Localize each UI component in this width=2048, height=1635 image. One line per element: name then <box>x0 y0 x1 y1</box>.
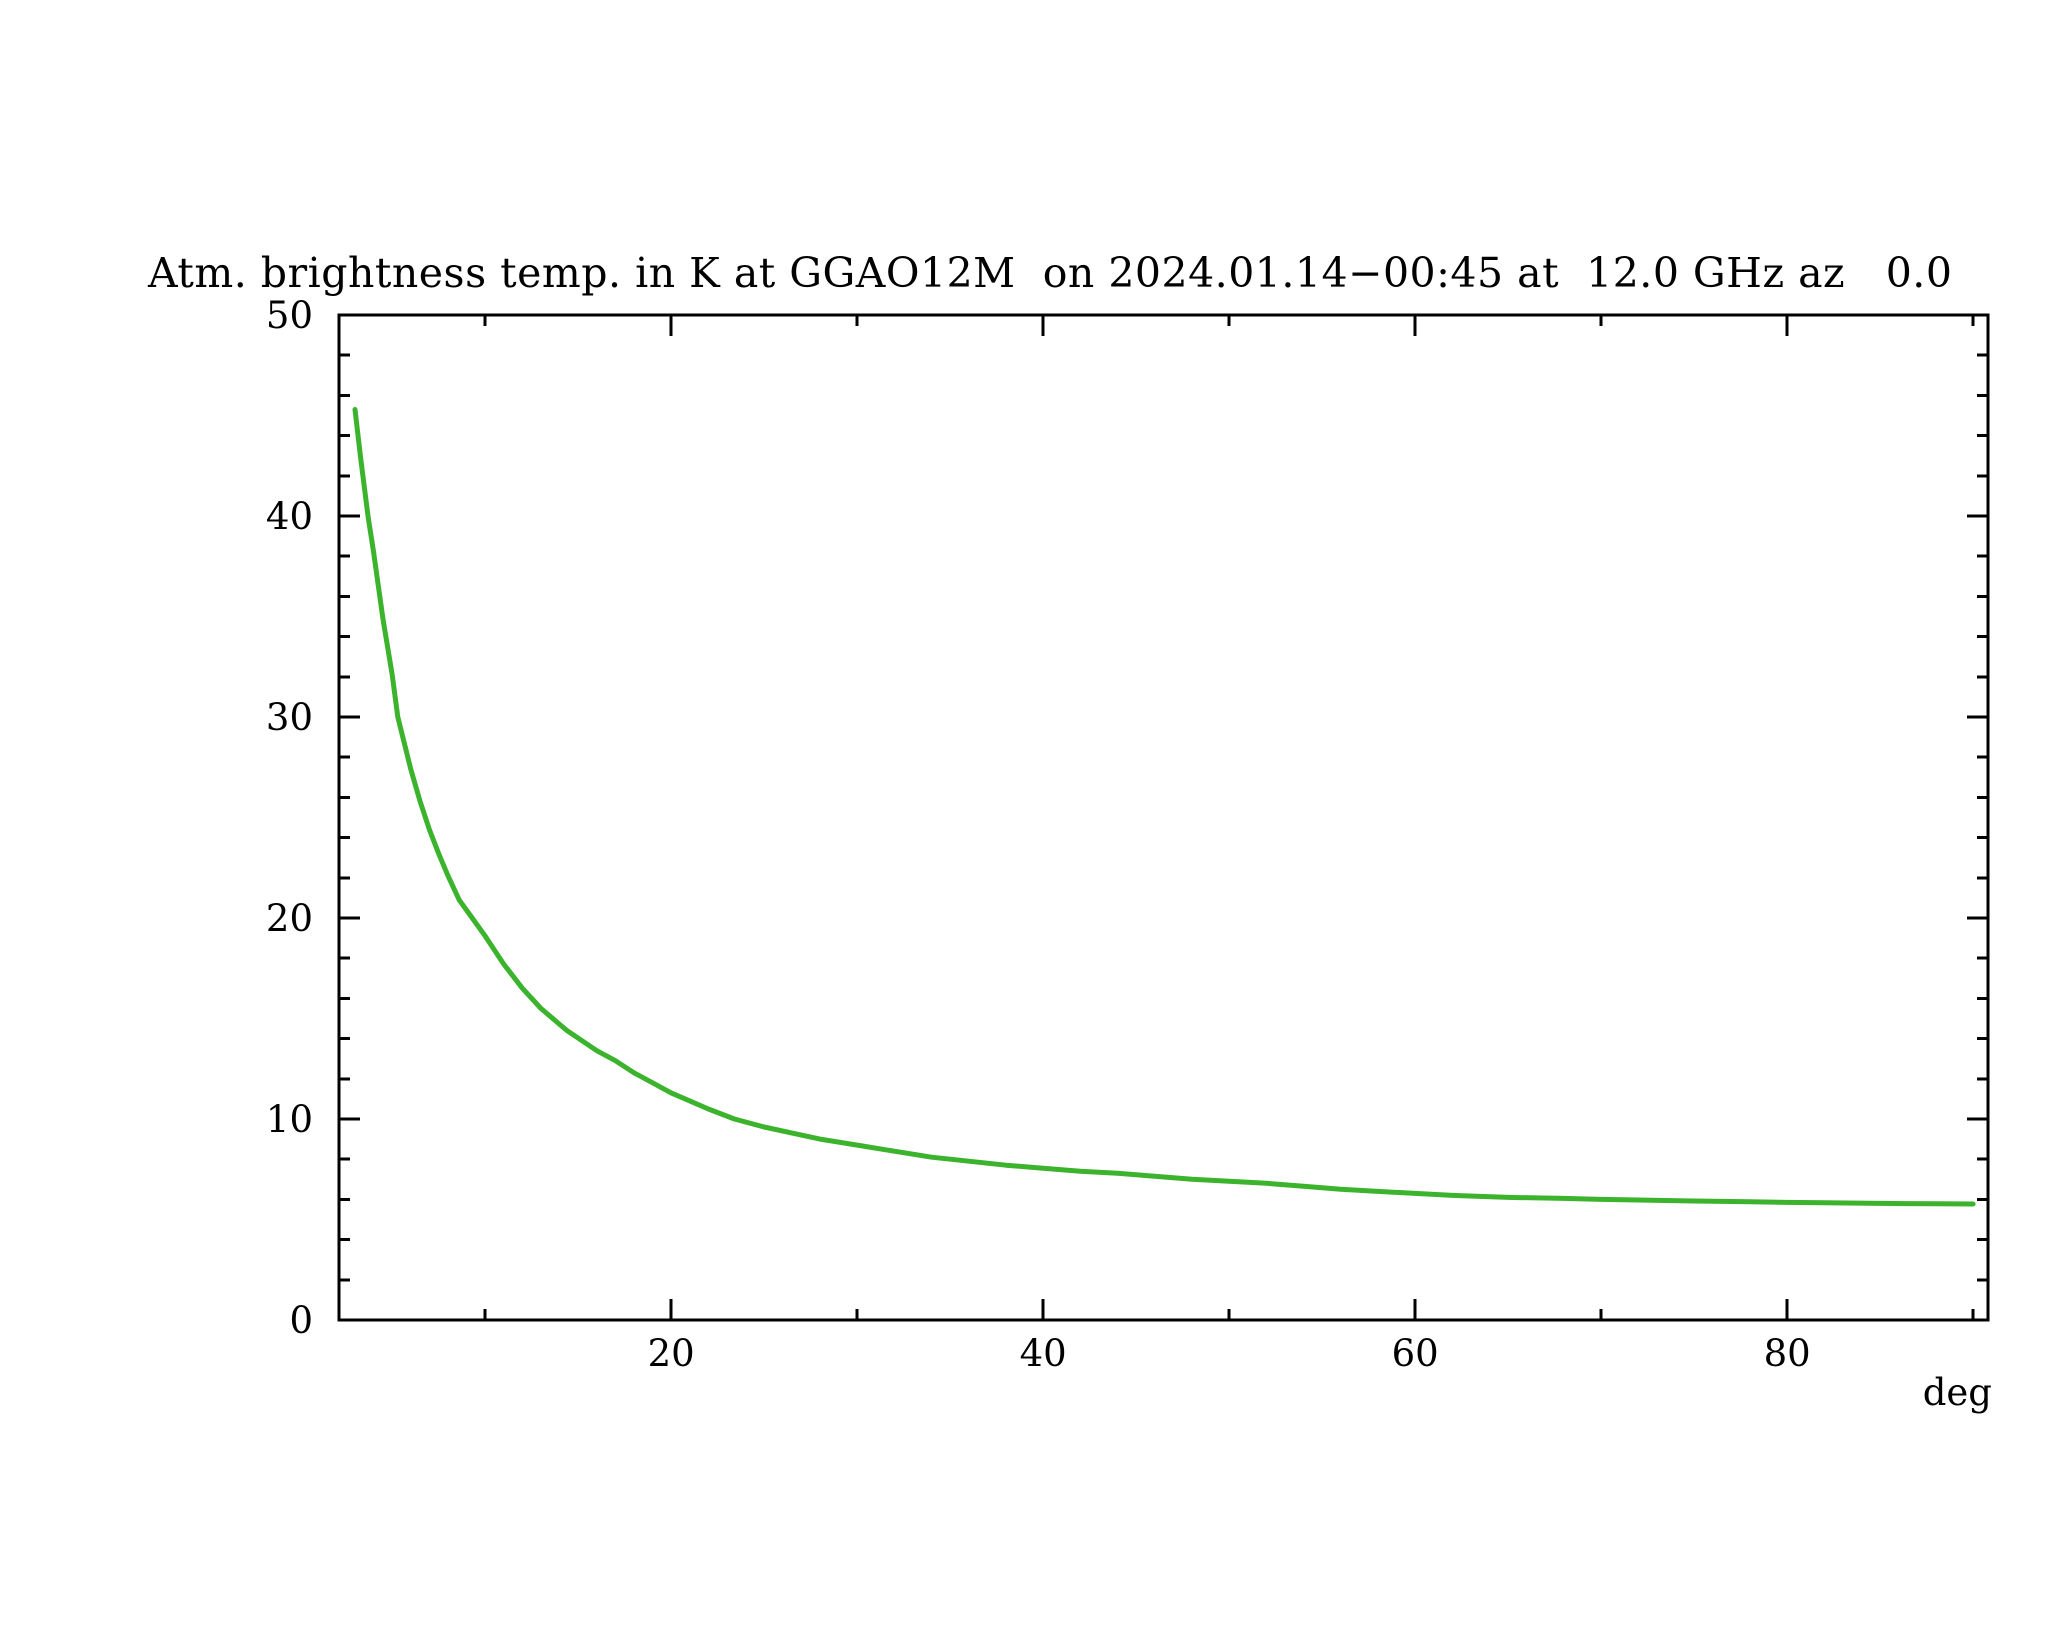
x-tick-label: 60 <box>1392 1332 1439 1375</box>
x-tick-label: 80 <box>1764 1332 1811 1375</box>
y-tick-label: 50 <box>266 294 313 337</box>
x-tick-label: 40 <box>1020 1332 1067 1375</box>
x-axis-unit-label: deg <box>1923 1371 1992 1414</box>
y-tick-label: 40 <box>266 495 313 538</box>
temperature-curve <box>352 407 1976 1207</box>
plot-frame <box>337 313 1990 1322</box>
y-tick-label: 10 <box>266 1098 313 1141</box>
y-tick-label: 0 <box>289 1299 313 1342</box>
x-tick-label: 20 <box>648 1332 695 1375</box>
chart-title: Atm. brightness temp. in K at GGAO12M on… <box>148 249 1953 297</box>
axis-tick-labels: 20 40 60 80 0 10 20 30 40 50 <box>266 294 1811 1375</box>
axis-ticks <box>339 313 1988 1322</box>
y-tick-label: 20 <box>266 897 313 940</box>
y-tick-label: 30 <box>266 696 313 739</box>
